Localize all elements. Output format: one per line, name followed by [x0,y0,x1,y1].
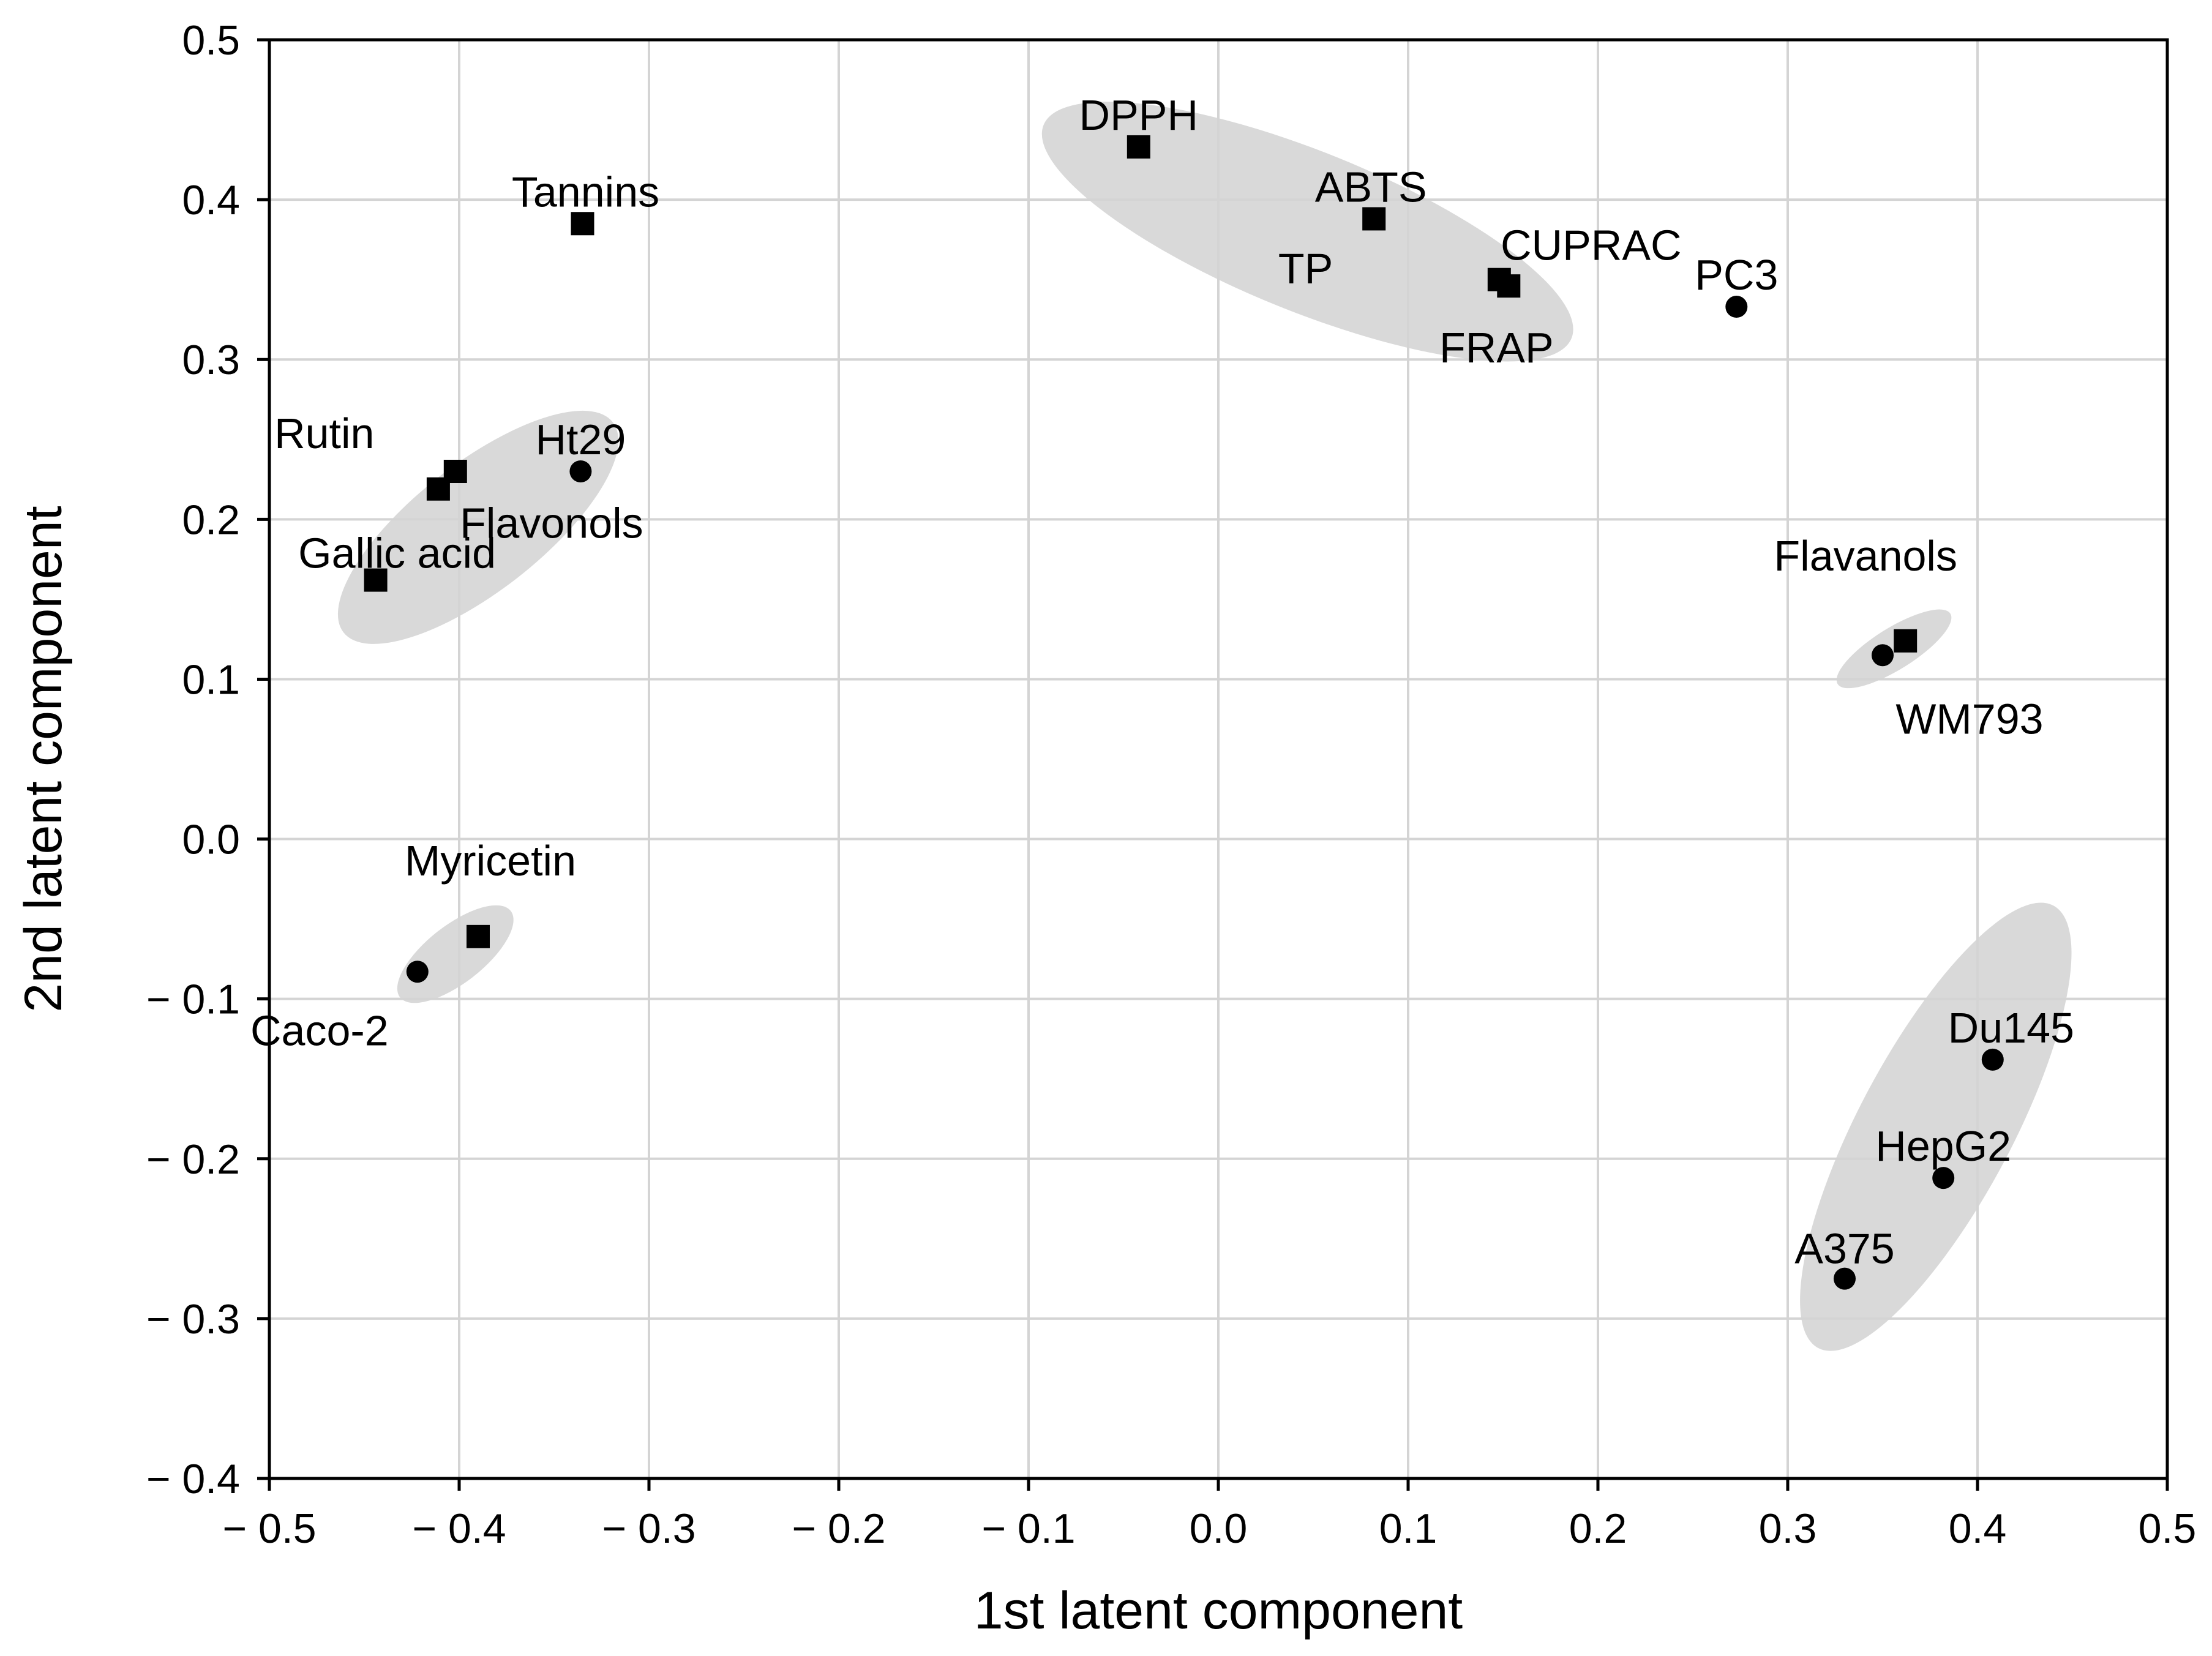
point-label: Tannins [512,168,659,215]
y-tick-label: 0.1 [182,656,240,703]
x-tick-label: 0.0 [1190,1505,1248,1552]
point-label: Flavanols [1774,532,1957,580]
dot-marker [569,460,592,482]
point-label: Caco-2 [250,1006,389,1054]
cluster-ellipse [1041,102,1573,362]
point-label: WM793 [1895,695,2043,743]
y-tick-label: 0.0 [182,817,240,863]
annotation-label: TP [1278,244,1333,292]
dot-marker [1932,1167,1955,1190]
x-tick-label: − 0.1 [981,1505,1075,1552]
dot-marker [406,961,429,983]
square-marker [426,477,450,501]
x-tick-label: − 0.4 [412,1505,506,1552]
x-tick-label: 0.1 [1379,1505,1438,1552]
y-tick-label: 0.4 [182,177,240,223]
y-tick-label: − 0.3 [146,1296,240,1343]
square-marker [467,924,490,948]
point-label: FRAP [1439,324,1554,372]
point-label: A375 [1794,1225,1894,1273]
square-marker [1894,629,1918,653]
y-axis-title: 2nd latent component [14,506,73,1012]
point-label: Du145 [1948,1004,2074,1052]
cluster-ellipses [337,102,2072,1351]
x-axis-title: 1st latent component [974,1581,1463,1640]
point-label: Rutin [274,410,374,457]
y-tick-label: 0.3 [182,337,240,383]
point-label: CUPRAC [1501,222,1682,269]
point-label: ABTS [1315,163,1427,211]
point-labels: DPPH ABTS CUPRAC FRAP Tannins Rutin FlavonolsG… [250,91,2074,1273]
cluster-ellipse [337,410,619,644]
grid-lines [269,40,2167,1478]
x-tick-label: 0.2 [1569,1505,1627,1552]
point-label: Ht29 [535,416,626,463]
y-tick-label: 0.5 [182,17,240,64]
y-tick-label: − 0.2 [146,1136,240,1183]
x-tick-label: − 0.5 [222,1505,316,1552]
point-label: Gallic acid [298,530,496,577]
data-markers [364,135,2004,1290]
y-tick-labels: − 0.4 − 0.3 − 0.2 − 0.1 0.0 0.1 0.2 0.3 0.4 0.5 [146,17,240,1502]
dot-marker [1834,1267,1856,1290]
dot-marker [1725,296,1748,318]
x-tick-label: 0.4 [1949,1505,2007,1552]
square-marker [571,212,594,236]
square-marker [1127,135,1150,159]
x-tick-label: 0.5 [2139,1505,2197,1552]
x-tick-label: − 0.3 [602,1505,695,1552]
x-tick-label: 0.3 [1759,1505,1817,1552]
y-tick-label: 0.2 [182,496,240,543]
dot-marker [1872,644,1894,667]
x-tick-label: − 0.2 [792,1505,885,1552]
square-marker [1497,274,1521,298]
cluster-ellipse [397,905,514,1003]
y-tick-label: − 0.4 [146,1456,240,1502]
point-label: PC3 [1695,251,1778,299]
axis-ticks [257,38,2169,1491]
cluster-ellipse [1800,902,2072,1351]
point-label: Myricetin [405,837,576,885]
point-label: Flavonols [460,500,643,547]
square-marker [1362,207,1386,231]
square-marker [364,568,388,592]
point-label: HepG2 [1875,1122,2011,1170]
y-tick-label: − 0.1 [146,976,240,1023]
point-label: DPPH [1079,91,1198,139]
dot-marker [1981,1048,2004,1071]
x-tick-labels: − 0.5 − 0.4 − 0.3 − 0.2 − 0.1 0.0 0.1 0.2 0.3 0.4… [222,1505,2196,1552]
